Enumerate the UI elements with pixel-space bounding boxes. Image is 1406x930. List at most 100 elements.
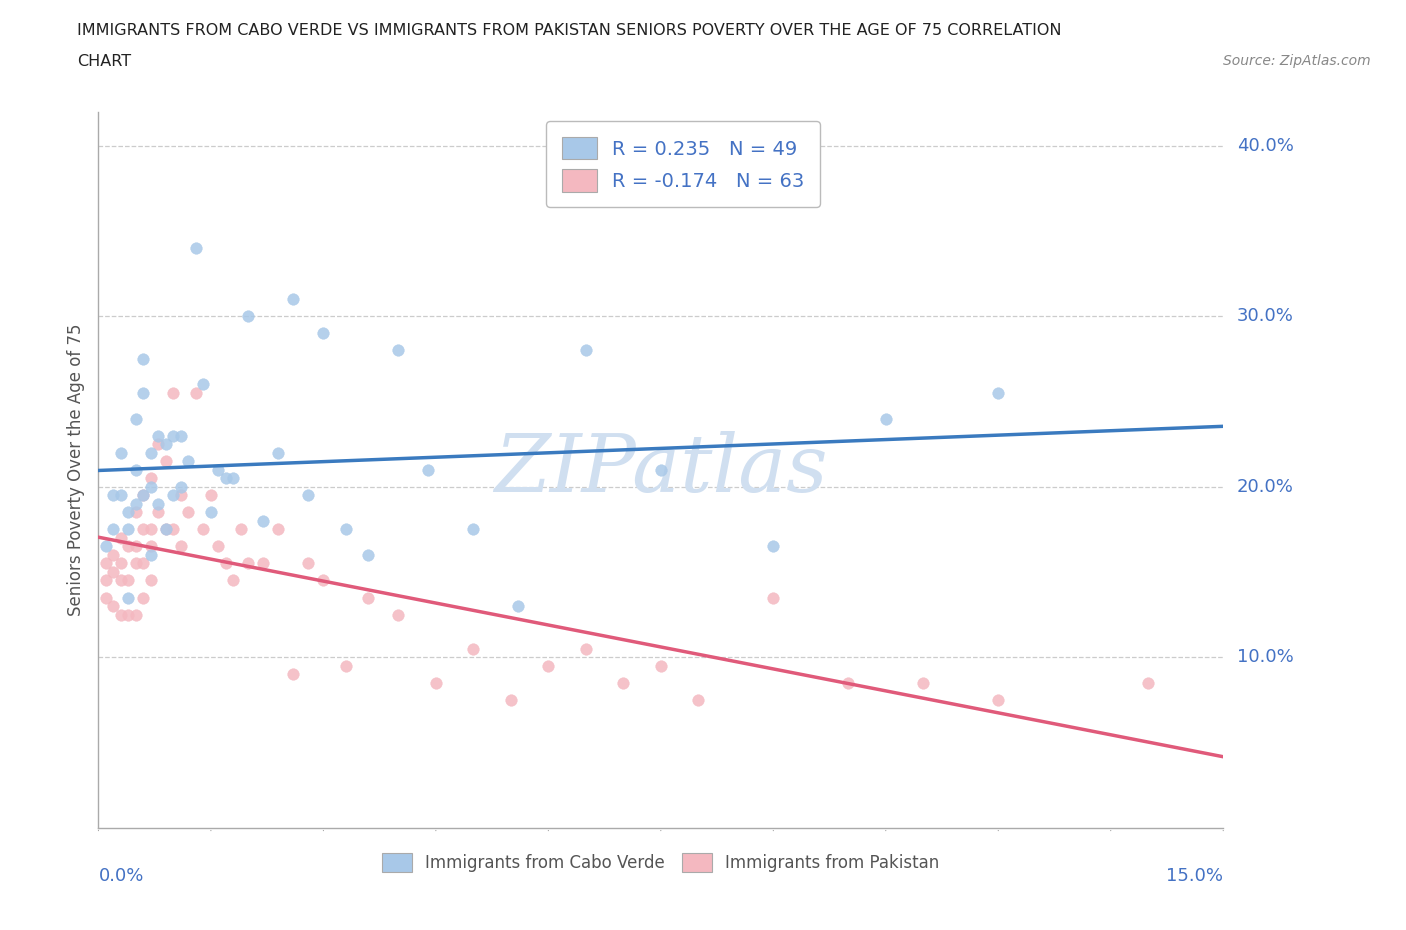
- Point: [155, 437, 177, 452]
- Point: [110, 445, 132, 460]
- Point: [162, 487, 184, 502]
- Point: [837, 675, 859, 690]
- Point: [252, 513, 274, 528]
- Point: [132, 556, 155, 571]
- Point: [103, 599, 125, 614]
- Point: [132, 487, 155, 502]
- Point: [94, 556, 117, 571]
- Point: [117, 591, 139, 605]
- Point: [132, 386, 155, 401]
- Point: [94, 539, 117, 554]
- Point: [297, 556, 319, 571]
- Point: [387, 343, 409, 358]
- Point: [117, 505, 139, 520]
- Point: [139, 479, 162, 494]
- Point: [184, 241, 207, 256]
- Text: 15.0%: 15.0%: [1166, 867, 1223, 885]
- Point: [252, 556, 274, 571]
- Point: [170, 487, 193, 502]
- Point: [238, 309, 260, 324]
- Point: [335, 658, 357, 673]
- Point: [148, 428, 170, 443]
- Point: [125, 539, 148, 554]
- Point: [110, 607, 132, 622]
- Point: [229, 522, 252, 537]
- Point: [267, 522, 290, 537]
- Point: [912, 675, 935, 690]
- Point: [117, 522, 139, 537]
- Point: [463, 522, 485, 537]
- Point: [103, 548, 125, 563]
- Point: [987, 692, 1010, 708]
- Point: [139, 471, 162, 485]
- Point: [193, 522, 215, 537]
- Point: [200, 505, 222, 520]
- Point: [132, 522, 155, 537]
- Point: [155, 454, 177, 469]
- Point: [357, 591, 380, 605]
- Point: [162, 428, 184, 443]
- Point: [357, 548, 380, 563]
- Y-axis label: Seniors Poverty Over the Age of 75: Seniors Poverty Over the Age of 75: [66, 324, 84, 616]
- Point: [125, 607, 148, 622]
- Point: [139, 445, 162, 460]
- Point: [312, 326, 335, 340]
- Point: [125, 556, 148, 571]
- Point: [499, 692, 522, 708]
- Point: [762, 539, 785, 554]
- Point: [987, 386, 1010, 401]
- Point: [267, 445, 290, 460]
- Point: [463, 642, 485, 657]
- Point: [238, 556, 260, 571]
- Point: [207, 539, 229, 554]
- Point: [139, 522, 162, 537]
- Point: [222, 471, 245, 485]
- Point: [117, 607, 139, 622]
- Point: [132, 352, 155, 366]
- Point: [155, 522, 177, 537]
- Point: [162, 386, 184, 401]
- Point: [335, 522, 357, 537]
- Point: [125, 411, 148, 426]
- Point: [103, 522, 125, 537]
- Point: [103, 487, 125, 502]
- Point: [207, 462, 229, 477]
- Point: [103, 565, 125, 579]
- Point: [875, 411, 897, 426]
- Point: [155, 522, 177, 537]
- Point: [215, 471, 238, 485]
- Point: [177, 505, 200, 520]
- Text: ZIPatlas: ZIPatlas: [494, 431, 828, 509]
- Point: [193, 377, 215, 392]
- Text: 0.0%: 0.0%: [98, 867, 143, 885]
- Point: [283, 292, 305, 307]
- Point: [110, 487, 132, 502]
- Point: [537, 658, 560, 673]
- Point: [575, 343, 598, 358]
- Text: Source: ZipAtlas.com: Source: ZipAtlas.com: [1223, 54, 1371, 68]
- Point: [222, 573, 245, 588]
- Point: [125, 497, 148, 512]
- Point: [283, 667, 305, 682]
- Text: CHART: CHART: [77, 54, 131, 69]
- Point: [148, 437, 170, 452]
- Point: [94, 591, 117, 605]
- Point: [132, 591, 155, 605]
- Point: [139, 539, 162, 554]
- Point: [117, 573, 139, 588]
- Point: [508, 599, 530, 614]
- Point: [612, 675, 634, 690]
- Text: 30.0%: 30.0%: [1237, 307, 1294, 326]
- Point: [418, 462, 440, 477]
- Point: [139, 548, 162, 563]
- Point: [650, 658, 672, 673]
- Text: 40.0%: 40.0%: [1237, 137, 1294, 154]
- Point: [139, 573, 162, 588]
- Point: [132, 487, 155, 502]
- Point: [200, 487, 222, 502]
- Point: [110, 530, 132, 545]
- Point: [162, 522, 184, 537]
- Legend: Immigrants from Cabo Verde, Immigrants from Pakistan: Immigrants from Cabo Verde, Immigrants f…: [374, 844, 948, 880]
- Point: [297, 487, 319, 502]
- Point: [125, 505, 148, 520]
